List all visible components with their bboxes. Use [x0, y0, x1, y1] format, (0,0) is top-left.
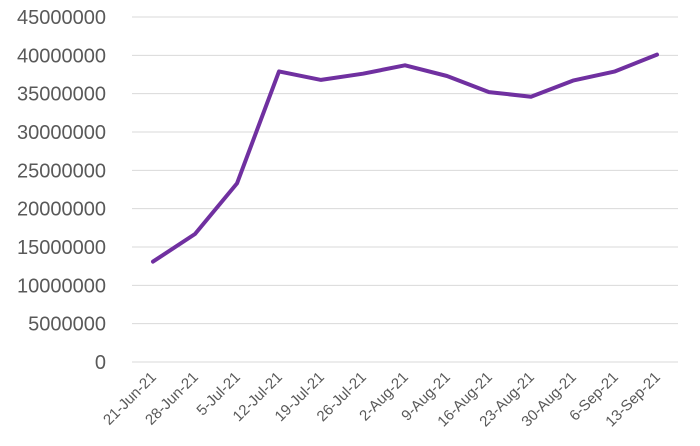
y-tick-label: 45000000: [17, 7, 106, 29]
y-tick-label: 20000000: [17, 199, 106, 221]
gridlines: [132, 16, 678, 363]
y-tick-label: 35000000: [17, 84, 106, 106]
y-tick-label: 40000000: [17, 45, 106, 67]
y-tick-label: 0: [95, 352, 106, 374]
y-axis-tick-labels: 0 5000000 10000000 15000000 20000000 25000000…: [17, 7, 106, 374]
y-tick-label: 15000000: [17, 237, 106, 259]
y-tick-label: 30000000: [17, 122, 106, 144]
y-tick-label: 5000000: [28, 314, 106, 336]
y-tick-label: 25000000: [17, 160, 106, 182]
y-tick-label: 10000000: [17, 275, 106, 297]
series-line: [151, 52, 659, 264]
x-axis-tick-labels: 21-Jun-2128-Jun-215-Jul-2112-Jul-2119-Ju…: [100, 369, 664, 431]
series-layer: [151, 52, 659, 264]
